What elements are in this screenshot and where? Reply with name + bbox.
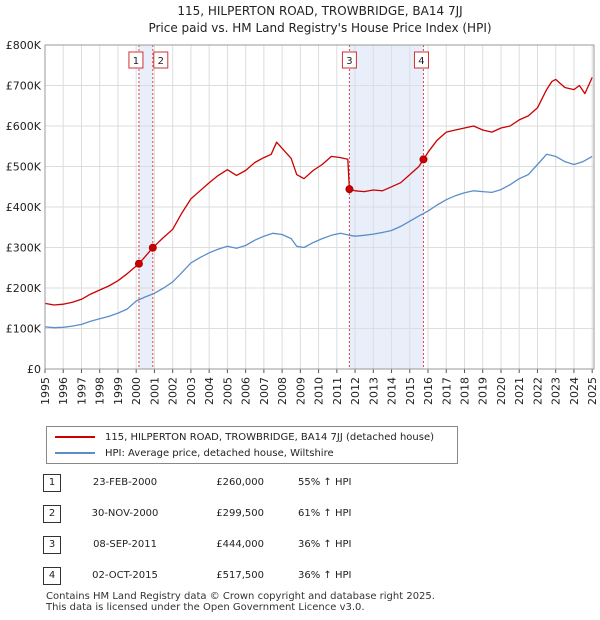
y-tick-label: £0 <box>27 363 41 376</box>
sale-date: 30-NOV-2000 <box>91 508 159 519</box>
sale-number-badge: 1 <box>43 474 61 492</box>
table-row: 4 02-OCT-2015 £517,500 36% ↑ HPI <box>0 567 600 587</box>
plot-area: £0 £100K £200K £300K £400K £500K £600K £700K £80… <box>6 39 599 405</box>
y-tick-label: £800K <box>6 39 42 52</box>
x-tick-label: 2009 <box>294 377 307 405</box>
sale-point <box>419 155 428 164</box>
table-row: 2 30-NOV-2000 £299,500 61% ↑ HPI <box>0 505 600 525</box>
x-tick-label: 2018 <box>459 377 472 405</box>
y-tick-label: £400K <box>6 201 42 214</box>
y-tick-label: £200K <box>6 282 42 295</box>
sale-hpi-change: 36% ↑ HPI <box>298 539 352 550</box>
y-tick-label: £700K <box>6 80 42 93</box>
sale-number-badge: 3 <box>43 536 61 554</box>
sale-hpi-change: 36% ↑ HPI <box>298 570 352 581</box>
legend-swatch-hpi <box>55 452 95 454</box>
x-tick-label: 2023 <box>550 377 563 405</box>
x-tick-label: 2021 <box>513 377 526 405</box>
legend-item-hpi: HPI: Average price, detached house, Wilt… <box>55 445 334 461</box>
footer-line: Contains HM Land Registry data © Crown c… <box>46 591 435 602</box>
x-tick-label: 2024 <box>568 377 581 405</box>
x-tick-label: 2012 <box>349 377 362 405</box>
x-tick-label: 2015 <box>404 377 417 405</box>
sale-price: £299,500 <box>216 508 264 519</box>
sale-hpi-change: 61% ↑ HPI <box>298 508 352 519</box>
sale-number-box <box>128 51 144 69</box>
x-tick-label: 1995 <box>39 377 52 405</box>
table-row: 3 08-SEP-2011 £444,000 36% ↑ HPI <box>0 536 600 556</box>
legend-label-hpi: HPI: Average price, detached house, Wilt… <box>105 447 334 459</box>
sale-number-box <box>413 51 429 69</box>
y-tick-label: £300K <box>6 242 42 255</box>
sale-date: 02-OCT-2015 <box>92 570 158 581</box>
x-tick-label: 1996 <box>57 377 70 405</box>
sale-number-label: 4 <box>418 56 424 67</box>
sale-number-label: 1 <box>133 56 139 67</box>
sale-number-badge: 4 <box>43 567 61 585</box>
sale-date: 08-SEP-2011 <box>93 539 157 550</box>
x-tick-label: 2006 <box>240 377 253 405</box>
chart-title: 115, HILPERTON ROAD, TROWBRIDGE, BA14 7J… <box>177 4 462 18</box>
sale-number-label: 3 <box>346 56 352 67</box>
x-tick-label: 2002 <box>167 377 180 405</box>
x-tick-label: 2007 <box>258 377 271 405</box>
chart-subtitle: Price paid vs. HM Land Registry's House … <box>148 21 491 35</box>
x-tick-label: 2020 <box>495 377 508 405</box>
sale-number-box <box>341 51 357 69</box>
sale-price: £444,000 <box>216 539 264 550</box>
x-tick-label: 2017 <box>440 377 453 405</box>
y-tick-label: £500K <box>6 161 42 174</box>
sale-point <box>134 259 143 268</box>
footer-line: This data is licensed under the Open Gov… <box>46 602 365 613</box>
sale-hpi-change: 55% ↑ HPI <box>298 477 352 488</box>
x-tick-label: 2000 <box>130 377 143 405</box>
sale-point <box>345 185 354 194</box>
sale-number-box <box>153 51 169 69</box>
x-tick-label: 2014 <box>386 377 399 405</box>
table-row: 1 23-FEB-2000 £260,000 55% ↑ HPI <box>0 474 600 494</box>
sale-number-badge: 2 <box>43 505 61 523</box>
sale-number-label: 2 <box>158 56 164 67</box>
x-tick-label: 2019 <box>477 377 490 405</box>
x-tick-label: 2011 <box>331 377 344 405</box>
hpi-series-line <box>44 153 593 329</box>
sale-price: £517,500 <box>216 570 264 581</box>
x-tick-label: 2022 <box>531 377 544 405</box>
x-tick-label: 1997 <box>75 377 88 405</box>
sale-price: £260,000 <box>216 477 264 488</box>
legend: 115, HILPERTON ROAD, TROWBRIDGE, BA14 7J… <box>46 426 458 464</box>
sale-point <box>148 243 157 252</box>
x-tick-label: 1998 <box>94 377 107 405</box>
x-tick-label: 2005 <box>221 377 234 405</box>
property-series-line <box>44 77 593 306</box>
x-tick-label: 2001 <box>148 377 161 405</box>
x-tick-label: 2010 <box>313 377 326 405</box>
x-tick-label: 1999 <box>112 377 125 405</box>
y-tick-label: £100K <box>6 323 42 336</box>
x-tick-label: 2025 <box>586 377 599 405</box>
y-tick-label: £600K <box>6 120 42 133</box>
legend-swatch-property <box>55 436 95 438</box>
x-tick-label: 2016 <box>422 377 435 405</box>
x-tick-label: 2003 <box>185 377 198 405</box>
legend-item-property: 115, HILPERTON ROAD, TROWBRIDGE, BA14 7J… <box>55 429 434 445</box>
sale-date: 23-FEB-2000 <box>92 477 158 488</box>
x-tick-label: 2013 <box>367 377 380 405</box>
plot-frame <box>44 44 595 370</box>
x-tick-label: 2004 <box>203 377 216 405</box>
x-tick-label: 2008 <box>276 377 289 405</box>
price-chart: 115, HILPERTON ROAD, TROWBRIDGE, BA14 7J… <box>6 4 599 405</box>
legend-label-property: 115, HILPERTON ROAD, TROWBRIDGE, BA14 7J… <box>105 431 434 443</box>
footer-attribution: Contains HM Land Registry data © Crown c… <box>46 591 435 613</box>
